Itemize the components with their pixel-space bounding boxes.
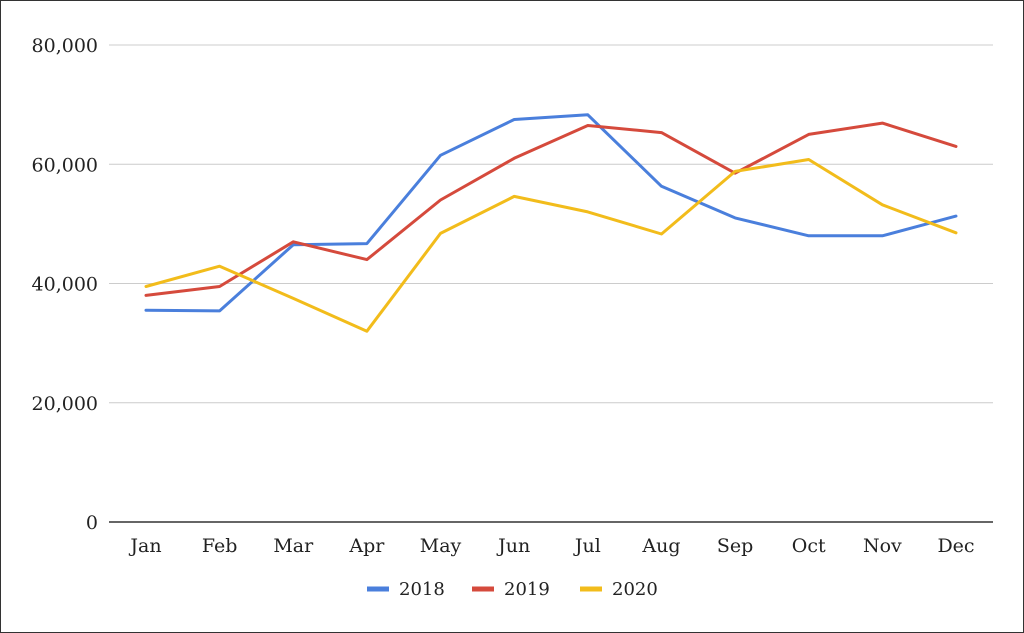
y-tick-label: 60,000 <box>32 154 98 176</box>
x-tick-label: Apr <box>348 535 385 557</box>
grid-lines <box>109 44 993 404</box>
x-axis-tick-labels: Jan Feb Mar Apr May Jun Jul Aug Sep Oct Nov Dec <box>128 535 974 557</box>
series-line-2018 <box>144 113 958 313</box>
series-line-2019 <box>144 121 958 297</box>
x-tick-label: Jan <box>128 535 161 557</box>
y-tick-label: 20,000 <box>32 393 98 415</box>
legend: 2018 2019 2020 <box>367 579 658 600</box>
y-tick-label: 80,000 <box>32 35 98 57</box>
x-tick-label: Sep <box>717 535 753 557</box>
legend-label-2018: 2018 <box>399 579 445 600</box>
x-tick-label: Aug <box>641 535 680 557</box>
x-tick-label: Nov <box>863 535 902 557</box>
x-tick-label: May <box>420 535 462 557</box>
legend-label-2019: 2019 <box>504 579 550 600</box>
series-line-2020 <box>144 158 958 333</box>
y-axis-tick-labels: 0 20,000 40,000 60,000 80,000 <box>32 35 98 534</box>
x-tick-label: Mar <box>273 535 314 557</box>
x-tick-label: Oct <box>792 535 826 557</box>
y-tick-label: 40,000 <box>32 274 98 296</box>
series-lines <box>144 113 958 333</box>
y-tick-label: 0 <box>86 512 98 534</box>
x-tick-label: Jul <box>573 535 601 557</box>
legend-label-2020: 2020 <box>612 579 658 600</box>
x-tick-label: Dec <box>937 535 974 557</box>
x-tick-label: Feb <box>202 535 238 557</box>
x-tick-label: Jun <box>496 535 530 557</box>
